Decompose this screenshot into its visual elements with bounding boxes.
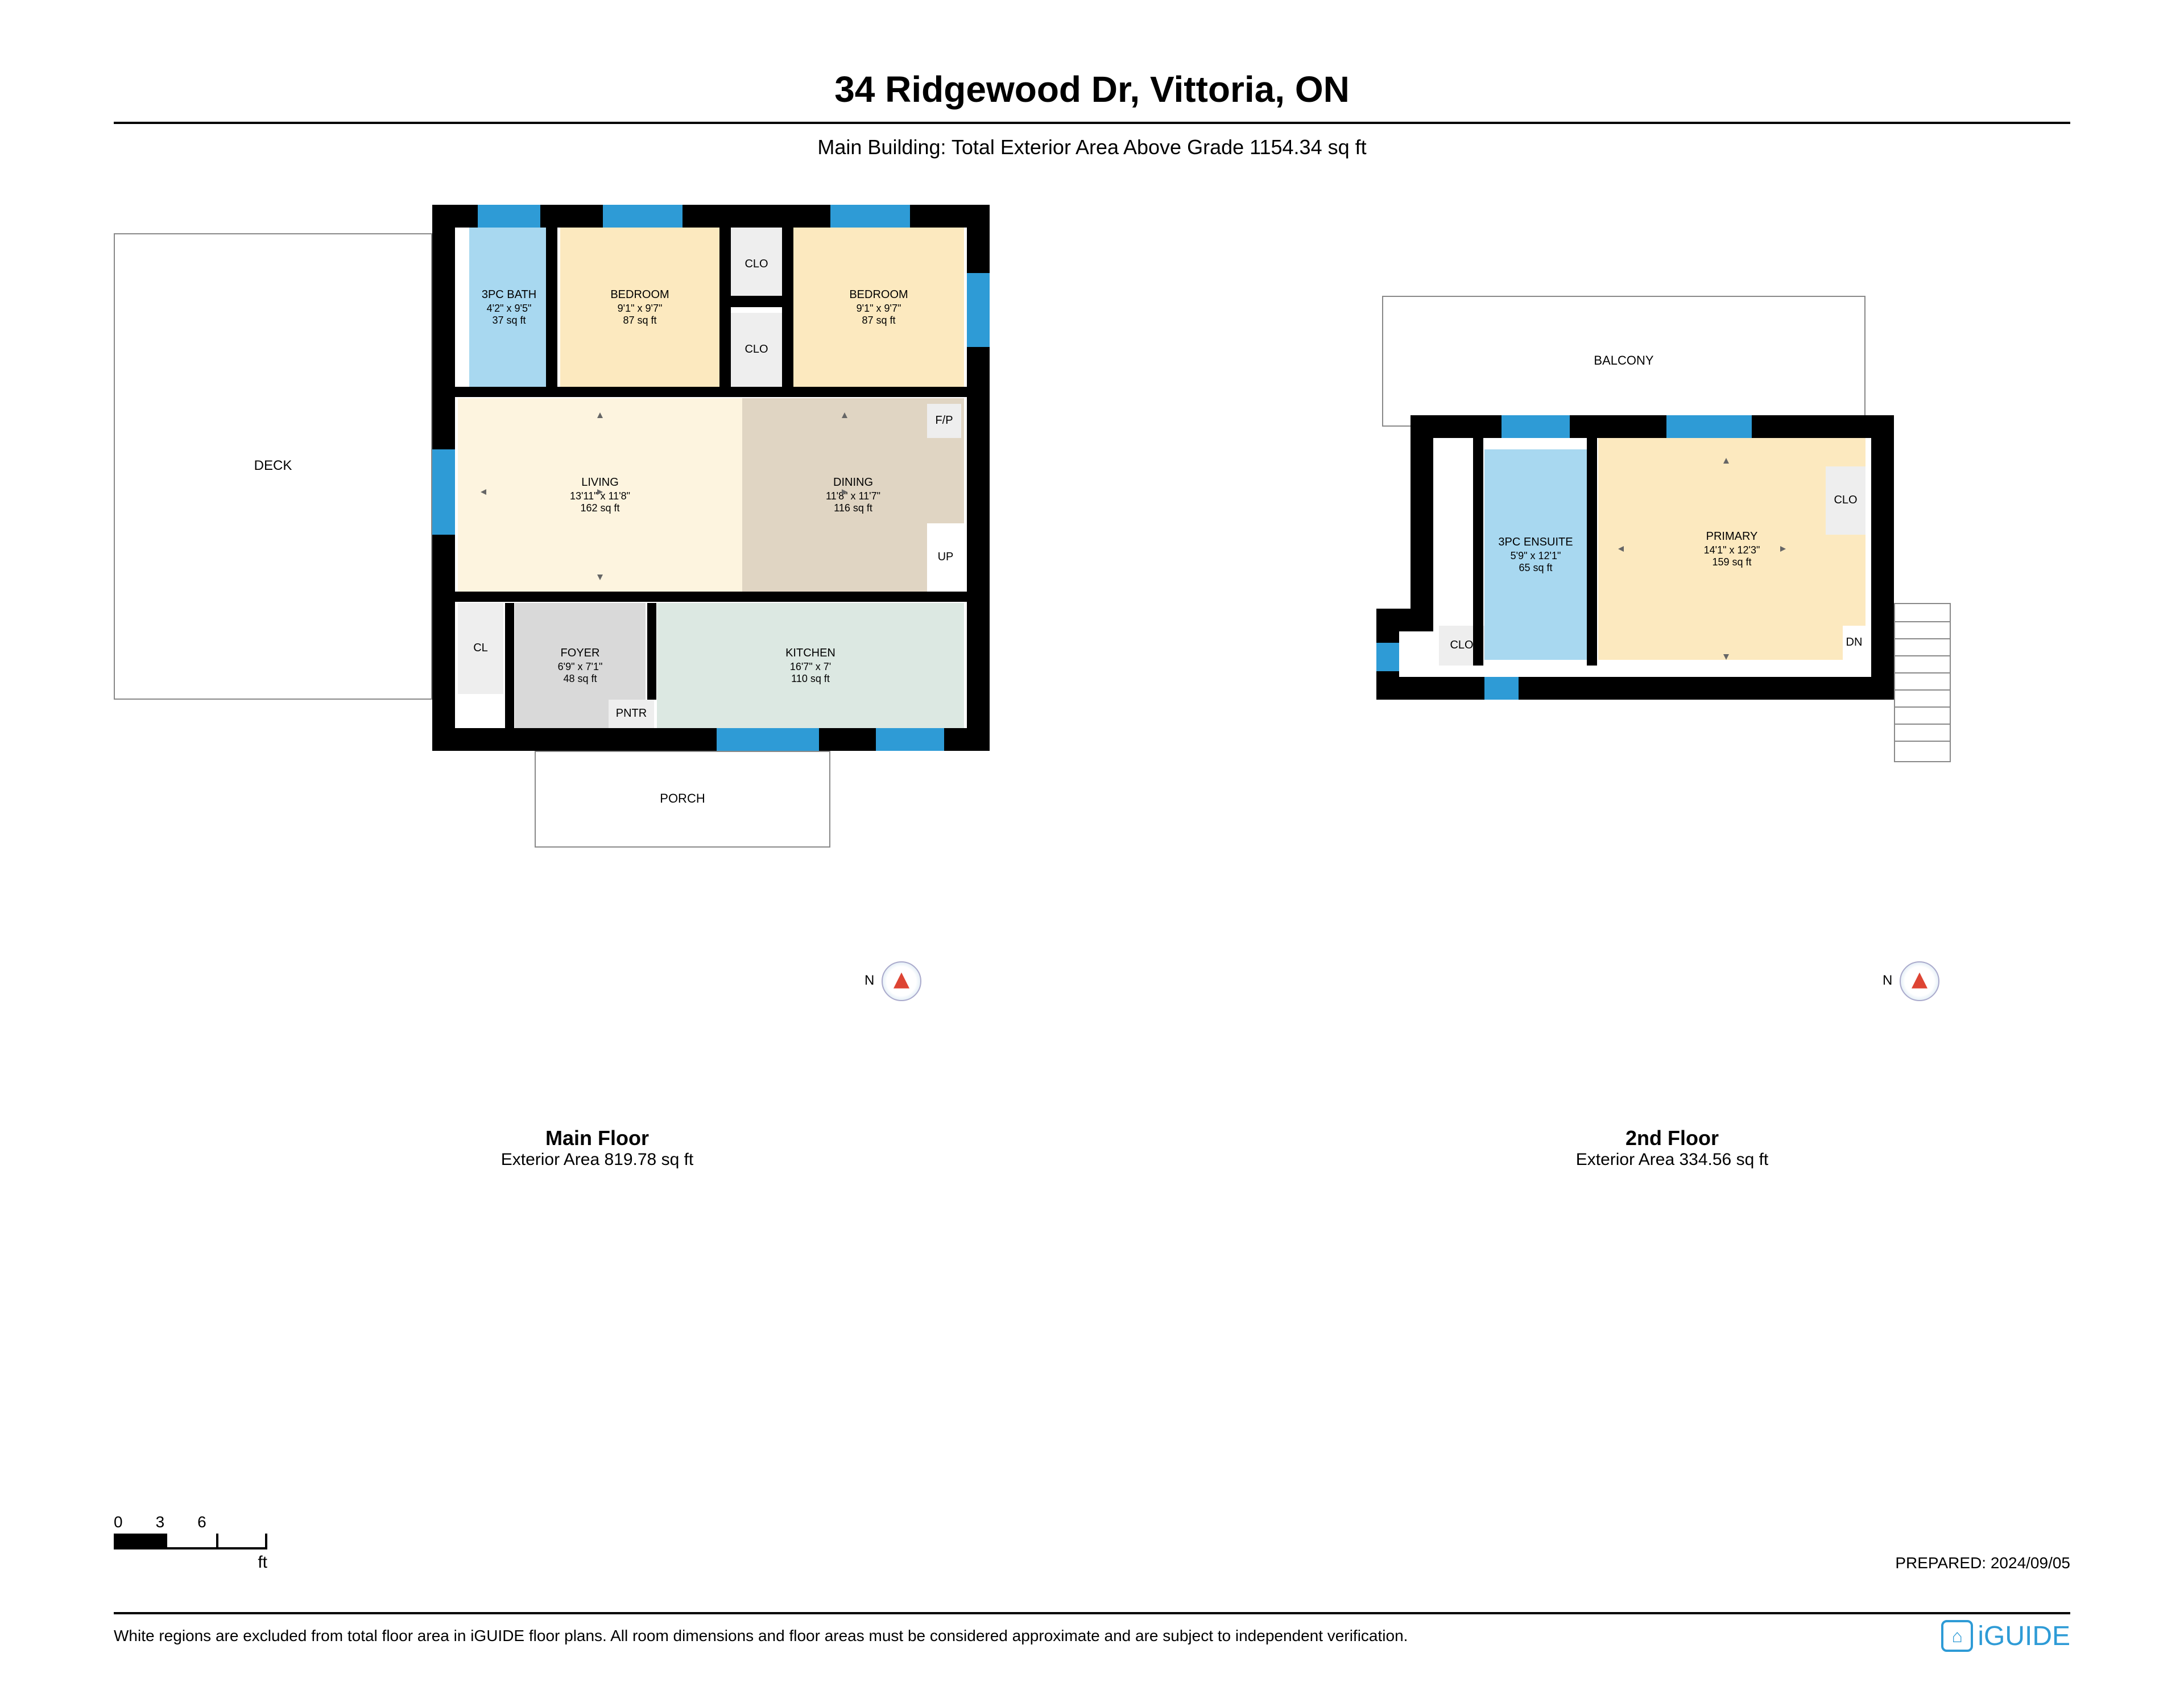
porch-label: PORCH	[660, 791, 705, 806]
disclaimer: White regions are excluded from total fl…	[114, 1627, 1408, 1645]
scale-6: 6	[197, 1513, 206, 1531]
footer: White regions are excluded from total fl…	[0, 1606, 2184, 1652]
main-caption-sub: Exterior Area 819.78 sq ft	[114, 1150, 1081, 1170]
room-bedroom-2: BEDROOM9'1" x 9'7"87 sq ft	[793, 228, 964, 387]
prepared-date: PREPARED: 2024/09/05	[1895, 1554, 2070, 1572]
room-closet-3: CLO	[1826, 466, 1866, 535]
stairs-dn	[1894, 603, 1951, 762]
room-kitchen: KITCHEN16'7" x 7'110 sq ft	[657, 603, 964, 728]
main-caption-title: Main Floor	[114, 1126, 1081, 1150]
label-dn: DN	[1843, 626, 1866, 660]
compass-icon-2	[1900, 961, 1939, 1001]
second-caption-sub: Exterior Area 334.56 sq ft	[1274, 1150, 2070, 1170]
room-fireplace: F/P	[927, 404, 961, 438]
room-bedroom-1: BEDROOM9'1" x 9'7"87 sq ft	[560, 228, 719, 387]
floor-plans: DECK	[114, 193, 2070, 1331]
main-building: 3PC BATH4'2" x 9'5"37 sq ft BEDROOM9'1" …	[432, 205, 990, 751]
room-living: LIVING13'11" x 11'8"162 sq ft	[458, 398, 742, 592]
logo-icon: ⌂	[1941, 1620, 1973, 1652]
main-caption: Main Floor Exterior Area 819.78 sq ft	[114, 1126, 1081, 1170]
porch-outline: PORCH	[535, 751, 830, 848]
compass-north-2: N	[1883, 973, 1892, 989]
room-closet-2: CLO	[731, 313, 782, 387]
page-title: 34 Ridgewood Dr, Vittoria, ON	[114, 68, 2070, 110]
scale-unit: ft	[114, 1553, 267, 1572]
scale-0: 0	[114, 1513, 123, 1531]
second-caption-title: 2nd Floor	[1274, 1126, 2070, 1150]
second-building: 3PC ENSUITE5'9" x 12'1"65 sq ft PRIMARY1…	[1410, 415, 1894, 700]
room-ensuite: 3PC ENSUITE5'9" x 12'1"65 sq ft	[1484, 449, 1587, 660]
title-rule	[114, 122, 2070, 124]
compass-icon	[882, 961, 921, 1001]
balcony-label: BALCONY	[1594, 353, 1653, 368]
iguide-logo: ⌂ iGUIDE	[1941, 1620, 2070, 1652]
room-pantry: PNTR	[609, 700, 654, 728]
room-closet-1: CLO	[731, 228, 782, 301]
label-up: UP	[927, 523, 964, 592]
balcony-outline: BALCONY	[1382, 296, 1866, 427]
room-closet-cl: CL	[458, 603, 503, 694]
second-caption: 2nd Floor Exterior Area 334.56 sq ft	[1274, 1126, 2070, 1170]
main-floor: DECK	[114, 193, 1081, 1331]
deck-outline: DECK	[114, 233, 432, 700]
subtitle: Main Building: Total Exterior Area Above…	[114, 135, 2070, 159]
second-floor: BALCONY 3PC ENSUITE5'9" x 12'1"65 sq ft	[1274, 193, 2070, 1331]
scale-bar: 0 3 6 ft	[114, 1513, 267, 1572]
deck-label: DECK	[254, 458, 292, 474]
scale-3: 3	[156, 1513, 165, 1531]
logo-text: iGUIDE	[1978, 1621, 2070, 1652]
room-bath: 3PC BATH4'2" x 9'5"37 sq ft	[469, 228, 549, 387]
compass-north: N	[864, 973, 874, 989]
